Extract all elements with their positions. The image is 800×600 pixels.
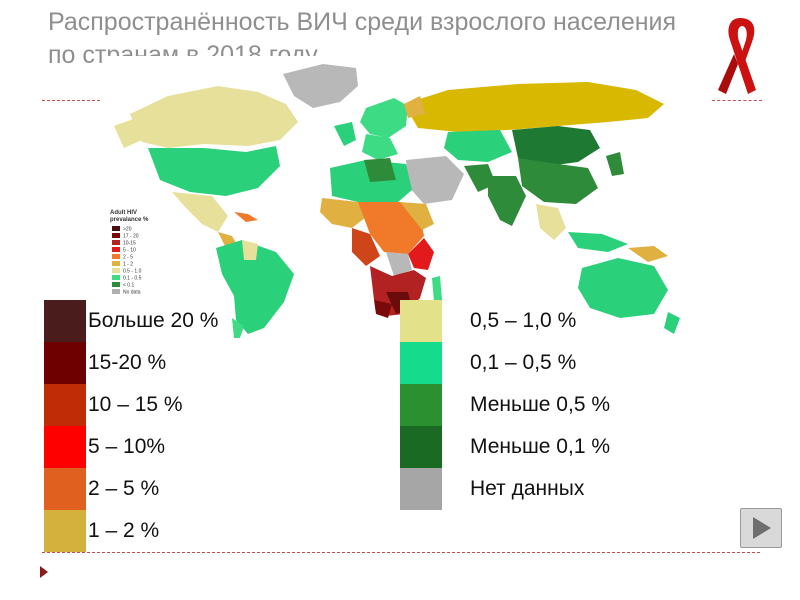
- inset-legend-swatch: [112, 254, 120, 259]
- inset-legend-label: 2 - 5: [123, 255, 133, 261]
- inset-legend-label: >20: [123, 227, 132, 233]
- legend-swatch: [44, 510, 86, 552]
- legend-label: Меньше 0,1 %: [470, 435, 611, 458]
- legend-label: Нет данных: [470, 477, 585, 500]
- legend-swatch: [400, 300, 442, 342]
- legend-swatch: [400, 426, 442, 468]
- inset-legend-swatch: [112, 233, 120, 238]
- inset-legend-label: 0.1 - 0.5: [123, 276, 142, 282]
- top-divider-left: [42, 100, 100, 101]
- legend-label: 15-20 %: [88, 351, 167, 374]
- legend-label: 5 – 10%: [88, 435, 166, 458]
- legend-swatch: [44, 468, 86, 510]
- inset-legend-swatch: [112, 275, 120, 280]
- slide-title: Распространённость ВИЧ среди взрослого н…: [48, 8, 677, 69]
- inset-legend-swatch: [112, 282, 120, 287]
- inset-legend-label: 10-15: [123, 241, 136, 247]
- legend-label: 0,5 – 1,0 %: [470, 309, 577, 332]
- legend-label: Больше 20 %: [88, 309, 219, 332]
- inset-legend-swatch: [112, 261, 120, 266]
- legend-swatch: [44, 300, 86, 342]
- inset-legend-swatch: [112, 240, 120, 245]
- inset-legend-title-2: prevalance %: [110, 217, 149, 223]
- legend-swatch: [44, 384, 86, 426]
- legend-swatch: [400, 468, 442, 510]
- bullet-arrow-icon: [40, 566, 48, 578]
- legend-label: Меньше 0,5 %: [470, 393, 611, 416]
- legend-label: 1 – 2 %: [88, 519, 160, 542]
- next-slide-button[interactable]: [740, 508, 782, 548]
- inset-legend-label: 17 - 20: [123, 234, 139, 240]
- legend-swatch: [400, 342, 442, 384]
- legend-label: 0,1 – 0,5 %: [470, 351, 577, 374]
- legend-label: 10 – 15 %: [88, 393, 183, 416]
- inset-legend-label: 5 - 10: [123, 248, 136, 254]
- inset-legend-label: 1 - 2: [123, 262, 133, 268]
- inset-legend-swatch: [112, 289, 120, 294]
- aids-ribbon-icon: [718, 18, 756, 94]
- legend-swatch: [400, 384, 442, 426]
- inset-legend-swatch: [112, 247, 120, 252]
- bottom-divider: [42, 552, 760, 553]
- inset-legend-title-1: Adult HIV: [110, 210, 137, 216]
- inset-legend-label: 0.5 - 1.0: [123, 269, 142, 275]
- legend-label: 2 – 5 %: [88, 477, 160, 500]
- top-divider-right: [712, 100, 762, 101]
- legend-swatch: [44, 342, 86, 384]
- inset-legend-swatch: [112, 268, 120, 273]
- play-next-icon: [753, 517, 771, 539]
- inset-legend-swatch: [112, 226, 120, 231]
- inset-legend-label: No data: [123, 290, 141, 296]
- inset-legend-label: < 0.1: [123, 283, 134, 289]
- legend-swatch: [44, 426, 86, 468]
